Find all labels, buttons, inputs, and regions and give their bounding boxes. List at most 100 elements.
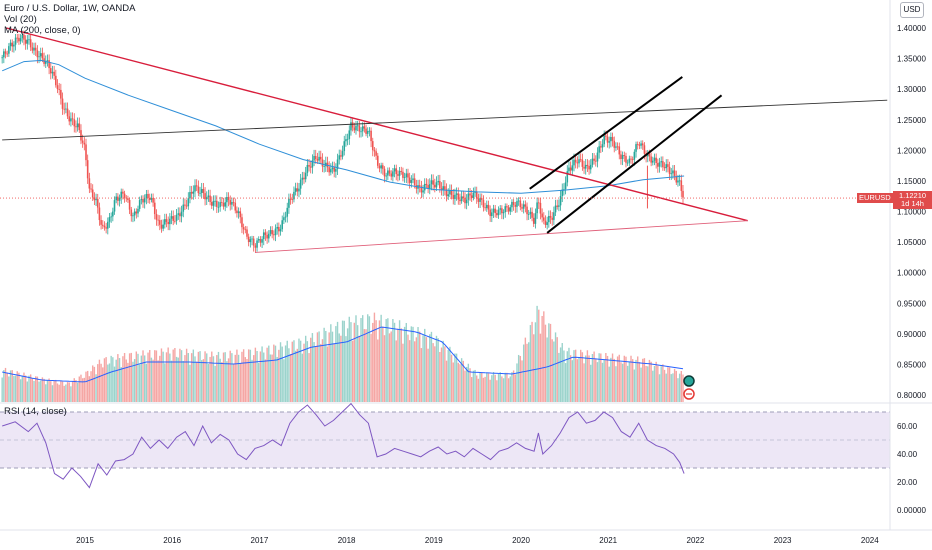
candle-body: [63, 108, 66, 110]
candle-body: [162, 224, 164, 229]
candle-body: [402, 171, 404, 178]
rsi-line: [2, 402, 685, 489]
time-tick-label: 2015: [76, 536, 94, 545]
candle-body: [677, 180, 679, 183]
candle-body: [600, 146, 602, 148]
candle-body: [91, 189, 94, 198]
volume-bar: [507, 378, 510, 402]
candle-body: [385, 175, 387, 177]
volume-bar: [108, 363, 111, 402]
volume-bar: [298, 338, 300, 402]
candle-body: [231, 201, 233, 205]
candle-body: [335, 169, 337, 172]
volume-bar: [574, 349, 577, 402]
candle-body: [551, 217, 553, 220]
volume-bar: [385, 319, 387, 402]
volume-bar: [470, 377, 473, 402]
volume-bar: [358, 335, 361, 402]
candle-body: [60, 89, 62, 99]
volume-bar: [388, 333, 391, 402]
volume-bar: [564, 363, 567, 402]
candle-body: [625, 156, 627, 163]
volume-bar: [274, 345, 277, 402]
volume-bar: [310, 337, 312, 402]
volume-bar: [263, 352, 265, 402]
volume-bar: [439, 351, 441, 402]
candle-body: [41, 53, 44, 59]
candle-body: [536, 202, 538, 214]
time-tick-label: 2024: [861, 536, 879, 545]
candle-body: [103, 225, 106, 228]
candle-body: [78, 123, 81, 131]
volume-bar: [568, 347, 570, 402]
volume-bar: [608, 366, 610, 402]
volume-bar: [132, 361, 134, 402]
volume-bar: [413, 341, 416, 402]
volume-bar: [648, 359, 651, 402]
candle-body: [579, 159, 582, 161]
candle-body: [662, 161, 664, 168]
price-tick-label: 0.85000: [897, 360, 926, 369]
volume-bar: [162, 351, 164, 402]
volume-bar: [655, 361, 657, 402]
volume-bar: [209, 356, 211, 402]
volume-bar: [194, 356, 196, 402]
candle-body: [356, 125, 359, 127]
price-tick-label: 0.90000: [897, 330, 926, 339]
volume-bar: [3, 370, 5, 402]
volume-bar: [127, 362, 129, 402]
candle-body: [539, 202, 542, 214]
volume-bar: [620, 362, 622, 402]
volume-bar: [502, 378, 505, 402]
volume-bar: [392, 318, 394, 402]
volume-bar: [58, 384, 60, 402]
volume-bar: [628, 361, 631, 402]
candle-body: [482, 199, 485, 208]
volume-bar: [633, 369, 636, 402]
volume-bar: [477, 378, 480, 402]
candle-body: [239, 211, 242, 218]
earnings-marker-icon: [683, 375, 695, 387]
volume-bar: [284, 345, 287, 402]
price-tick-label: 1.00000: [897, 269, 926, 278]
candle-body: [527, 214, 530, 215]
volume-bar: [534, 322, 537, 402]
volume-bar: [224, 352, 226, 402]
volume-bar: [304, 335, 307, 402]
volume-bar: [660, 366, 662, 402]
volume-bar: [98, 359, 101, 402]
volume-bar: [170, 360, 173, 402]
volume-bar: [276, 356, 278, 402]
volume-bar: [415, 337, 418, 402]
candle-body: [128, 199, 131, 210]
volume-bar: [637, 356, 639, 402]
candle-body: [197, 186, 200, 194]
volume-bar: [626, 365, 629, 402]
volume-bar: [11, 370, 13, 402]
volume-bar: [147, 352, 149, 402]
candle-body: [39, 53, 42, 57]
currency-button[interactable]: USD: [900, 2, 924, 18]
volume-bar: [457, 362, 459, 402]
volume-bar: [14, 375, 17, 402]
candle-body: [375, 151, 377, 156]
candle-body: [558, 205, 560, 207]
candle-body: [227, 197, 230, 201]
candle-body: [152, 197, 154, 203]
volume-bar: [405, 322, 407, 402]
volume-bar: [360, 317, 362, 402]
candle-body: [373, 150, 376, 152]
candle-body: [368, 130, 371, 132]
volume-bar: [667, 367, 669, 402]
volume-bar: [591, 354, 594, 402]
volume-bar: [117, 354, 119, 402]
candle-body: [506, 206, 508, 208]
candle-body: [507, 207, 510, 212]
volume-bar: [383, 335, 386, 402]
candle-body: [353, 127, 356, 131]
volume-bar: [559, 347, 562, 402]
price-tag: 1.12210 1d 14h: [893, 191, 932, 209]
candle-body: [383, 168, 386, 177]
volume-bar: [497, 373, 500, 402]
